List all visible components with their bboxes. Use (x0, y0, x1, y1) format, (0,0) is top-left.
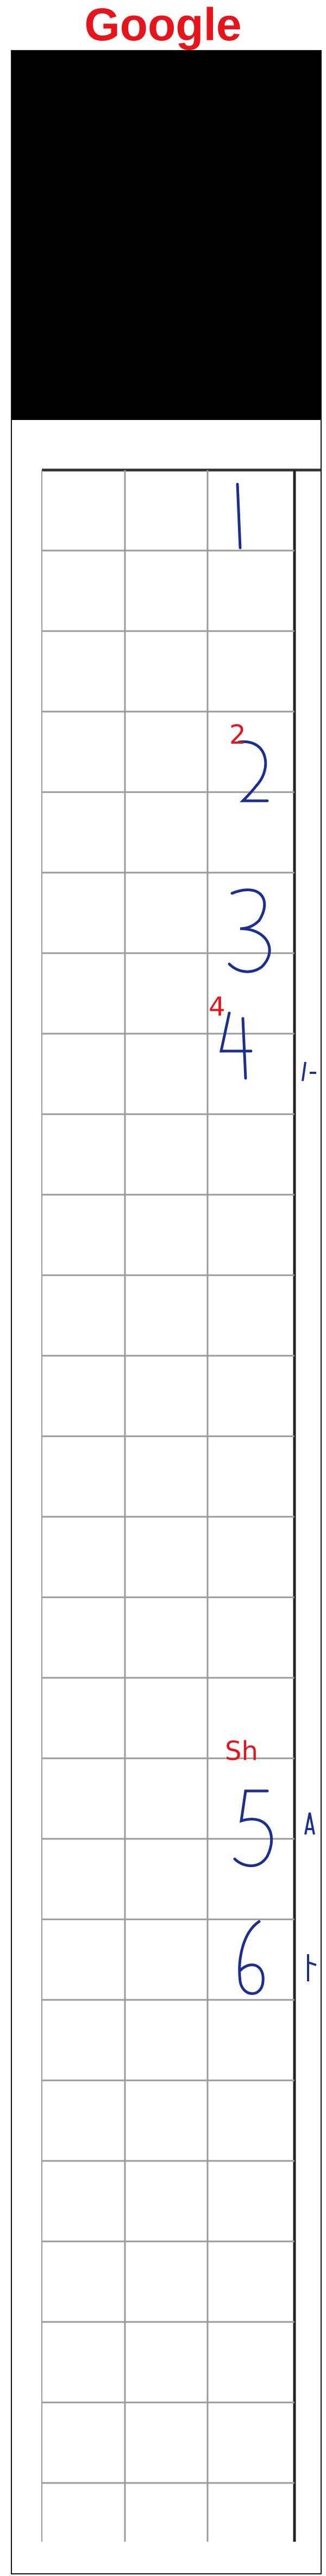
annotation-label-4: 4 (209, 992, 225, 1022)
page-title: Google (84, 0, 242, 50)
handwritten-digit-4 (219, 1011, 253, 1080)
handwritten-digit-5 (233, 1789, 273, 1867)
handwritten-digit-3 (228, 888, 271, 973)
black-redaction-block (12, 51, 321, 420)
annotation-label-sh: Sh (225, 1736, 258, 1766)
annotation-label-2: 2 (229, 720, 246, 750)
scanned-sheet-frame: 2 4 Sh (11, 50, 322, 2574)
handwritten-digit-1 (236, 483, 242, 549)
grid-lines (41, 468, 321, 2542)
ruled-grid-paper: 2 4 Sh (12, 420, 321, 2573)
handwritten-digit-2 (237, 740, 269, 802)
handwritten-digit-6 (238, 1920, 265, 1995)
handwritten-digits-layer (219, 483, 317, 1995)
